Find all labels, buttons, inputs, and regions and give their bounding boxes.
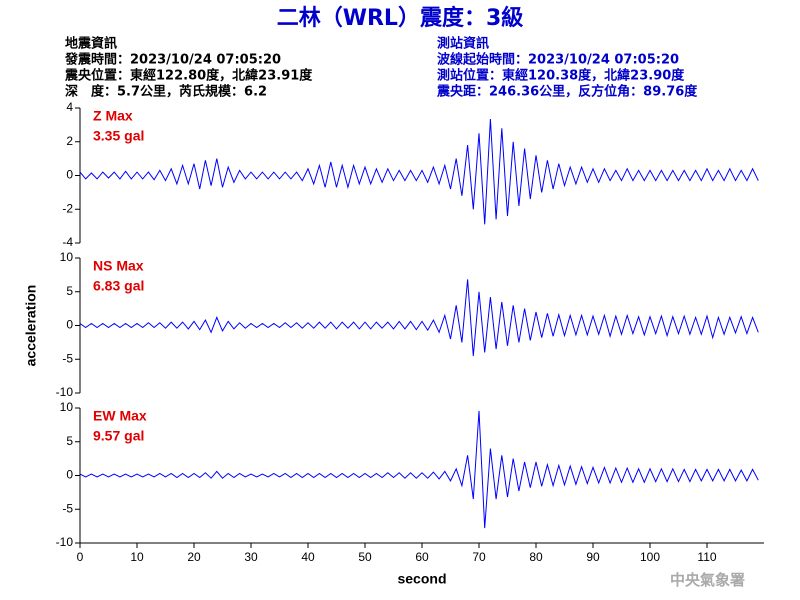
y-tick-label: -10 bbox=[56, 535, 74, 549]
y-tick-label: 0 bbox=[66, 168, 73, 182]
y-tick-label: -5 bbox=[62, 501, 73, 515]
y-tick-label: 0 bbox=[66, 468, 73, 482]
y-tick-label: 5 bbox=[66, 434, 73, 448]
y-tick-label: 2 bbox=[66, 134, 73, 148]
y-tick-label: -10 bbox=[56, 385, 74, 399]
header-left: 地震資訊 bbox=[65, 36, 117, 52]
x-tick-label: 70 bbox=[472, 550, 486, 564]
y-axis-label: acceleration bbox=[23, 285, 39, 367]
x-tick-label: 110 bbox=[697, 550, 716, 564]
y-tick-label: 10 bbox=[60, 250, 74, 264]
header-right: 震央距：246.36公里，反方位角：89.76度 bbox=[436, 84, 698, 100]
x-tick-label: 40 bbox=[301, 550, 315, 564]
x-tick-label: 20 bbox=[187, 550, 201, 564]
waveform bbox=[79, 410, 759, 529]
x-tick-label: 100 bbox=[640, 550, 660, 564]
x-tick-label: 0 bbox=[77, 550, 84, 564]
x-tick-label: 50 bbox=[358, 550, 372, 564]
max-label: 3.35 gal bbox=[93, 128, 144, 144]
header-left: 深 度：5.7公里，芮氏規模：6.2 bbox=[65, 84, 267, 100]
watermark: 中央氣象署 bbox=[670, 571, 745, 589]
x-axis-label: second bbox=[397, 571, 446, 587]
y-tick-label: 0 bbox=[66, 318, 73, 332]
max-label: EW Max bbox=[93, 408, 147, 424]
header-right: 波線起始時間：2023/10/24 07:05:20 bbox=[437, 52, 679, 68]
y-tick-label: 5 bbox=[66, 284, 73, 298]
header-left: 發震時間：2023/10/24 07:05:20 bbox=[64, 52, 281, 68]
x-tick-label: 10 bbox=[130, 550, 144, 564]
max-label: 9.57 gal bbox=[93, 428, 144, 444]
x-tick-label: 60 bbox=[415, 550, 429, 564]
waveform bbox=[79, 279, 759, 356]
x-tick-label: 90 bbox=[586, 550, 600, 564]
y-tick-label: 10 bbox=[60, 400, 74, 414]
y-tick-label: -5 bbox=[62, 351, 73, 365]
max-label: 6.83 gal bbox=[93, 278, 144, 294]
header-right: 測站位置：東經120.38度，北緯23.90度 bbox=[437, 68, 685, 84]
max-label: Z Max bbox=[93, 108, 133, 124]
x-tick-label: 80 bbox=[529, 550, 543, 564]
max-label: NS Max bbox=[93, 258, 144, 274]
title: 二林（WRL）震度：3級 bbox=[277, 5, 524, 31]
header-right: 測站資訊 bbox=[437, 36, 489, 52]
waveform bbox=[79, 118, 759, 225]
y-tick-label: 4 bbox=[66, 100, 73, 114]
x-tick-label: 30 bbox=[244, 550, 258, 564]
y-tick-label: -4 bbox=[62, 235, 73, 249]
y-tick-label: -2 bbox=[62, 201, 73, 215]
header-left: 震央位置：東經122.80度，北緯23.91度 bbox=[64, 68, 313, 84]
